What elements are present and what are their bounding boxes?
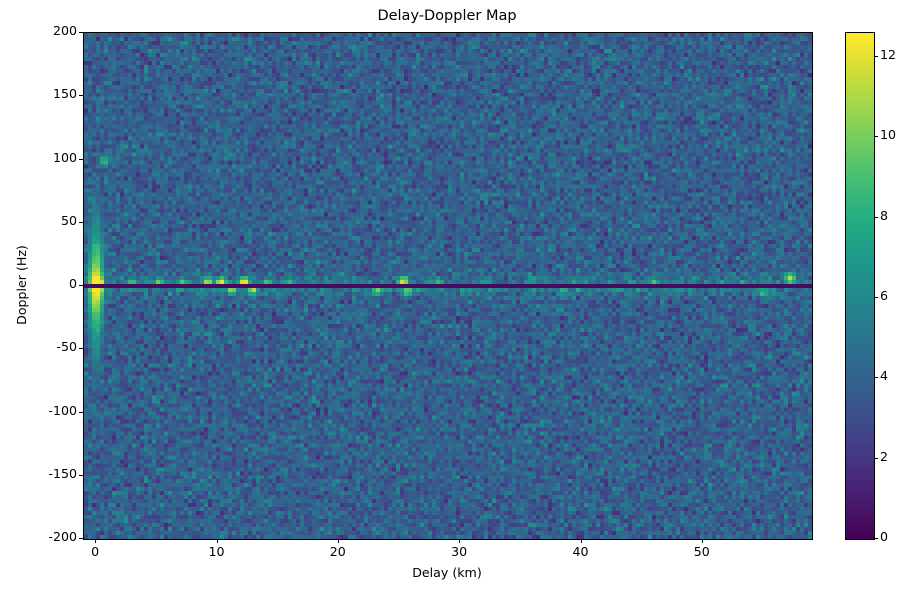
y-tick-label: -150 [48, 465, 77, 481]
colorbar-tick-label: 2 [880, 448, 889, 464]
x-tick-label: 30 [451, 544, 468, 559]
x-tick-mark [337, 539, 339, 543]
y-tick-mark [79, 348, 83, 350]
colorbar-tick-mark [874, 538, 878, 539]
x-tick-label: 20 [329, 544, 346, 559]
colorbar-tick-label: 0 [880, 529, 889, 544]
colorbar-gradient [846, 33, 874, 539]
colorbar-tick-mark [874, 136, 878, 138]
y-tick-label: 50 [60, 212, 77, 228]
y-axis-label: Doppler (Hz) [14, 245, 29, 325]
y-tick-label: -100 [48, 402, 77, 418]
y-tick-mark [79, 411, 83, 413]
x-tick-mark [580, 539, 582, 543]
y-tick-label: 150 [52, 86, 77, 102]
y-tick-label: 0 [68, 276, 77, 291]
y-tick-mark [79, 158, 83, 160]
heatmap-plot-area[interactable] [83, 32, 813, 540]
y-tick-mark [79, 285, 83, 286]
colorbar-tick-mark [874, 216, 878, 218]
colorbar-tick-label: 8 [880, 207, 889, 223]
x-tick-label: 10 [208, 544, 225, 559]
y-tick-mark [79, 95, 83, 97]
colorbar-tick-label: 6 [880, 288, 889, 303]
page-title: Delay-Doppler Map [377, 8, 517, 24]
x-tick-mark [459, 539, 461, 543]
colorbar[interactable] [845, 32, 875, 540]
colorbar-tick-mark [874, 56, 878, 58]
colorbar-tick-label: 12 [880, 47, 897, 63]
x-tick-label: 0 [91, 544, 100, 559]
colorbar-tick-label: 10 [880, 127, 897, 143]
y-tick-mark [79, 32, 83, 33]
y-tick-mark [79, 538, 83, 539]
x-tick-mark [95, 539, 97, 543]
x-tick-label: 50 [693, 544, 710, 559]
colorbar-tick-mark [874, 457, 878, 459]
colorbar-tick-mark [874, 377, 878, 379]
x-tick-label: 40 [572, 544, 589, 559]
y-tick-mark [79, 221, 83, 223]
x-tick-mark [216, 539, 218, 543]
y-tick-label: -50 [56, 339, 77, 355]
x-axis-label: Delay (km) [412, 565, 482, 580]
colorbar-tick-mark [874, 297, 878, 298]
y-tick-label: 200 [52, 23, 77, 38]
y-tick-label: -200 [48, 529, 77, 544]
y-tick-mark [79, 474, 83, 476]
colorbar-tick-label: 4 [880, 368, 889, 384]
x-tick-mark [701, 539, 703, 543]
delay-doppler-heatmap[interactable] [84, 33, 812, 539]
y-tick-label: 100 [52, 149, 77, 165]
